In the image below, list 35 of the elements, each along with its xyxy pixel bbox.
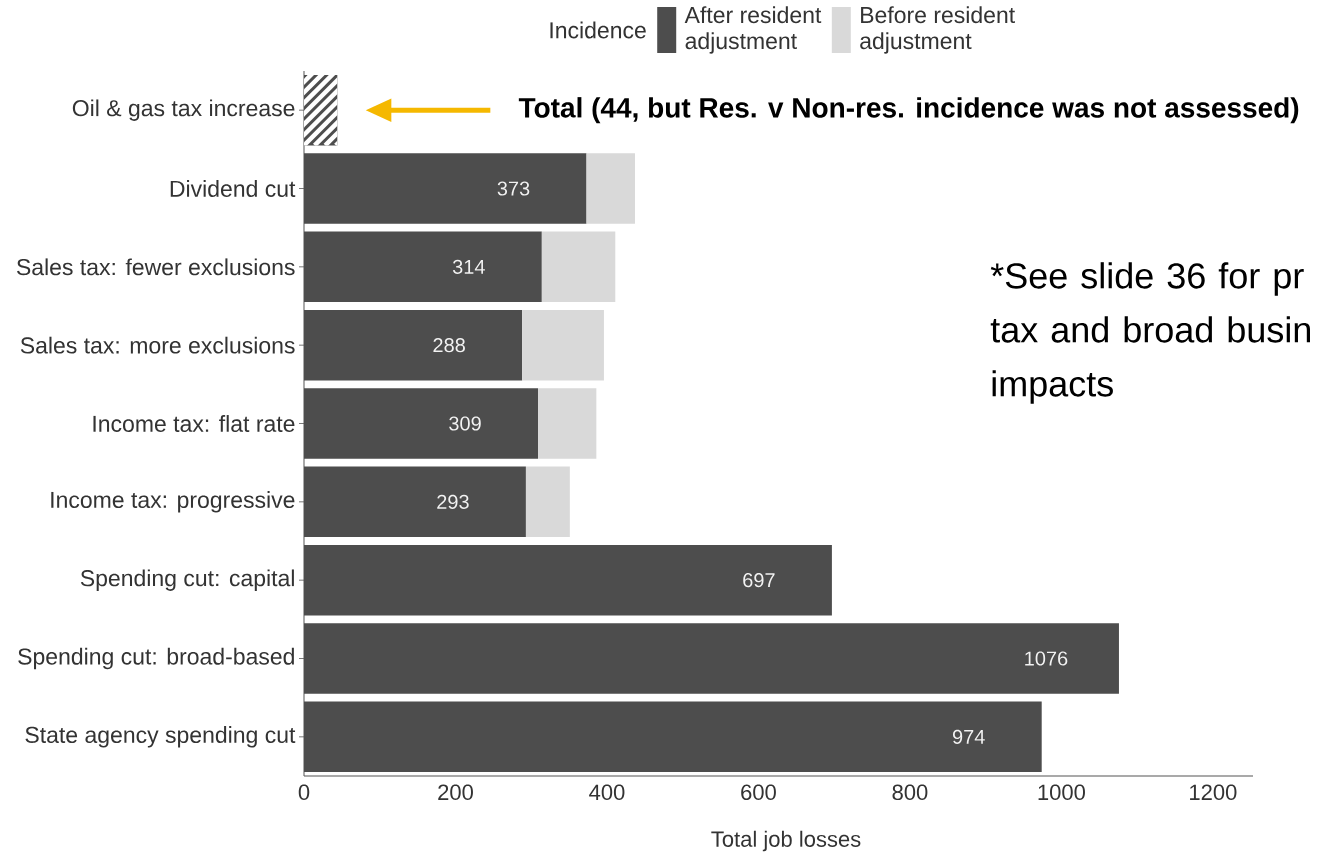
data-label: 373 xyxy=(497,181,530,196)
y-tick-label: Income tax: flat rate xyxy=(93,415,295,432)
data-label: 1076 xyxy=(1025,651,1068,666)
x-tick-label: 0 xyxy=(298,784,310,801)
x-tick-label: 200 xyxy=(438,784,473,801)
data-label: 309 xyxy=(449,416,481,431)
bar xyxy=(522,309,604,381)
x-tick-label: 400 xyxy=(589,784,625,801)
data-label: 288 xyxy=(433,338,465,353)
y-tick-label: Spending cut: capital xyxy=(80,569,294,591)
data-label: 697 xyxy=(743,573,775,588)
legend-label: After resident adjustment xyxy=(684,6,822,54)
y-tick-label: Sales tax: more exclusions xyxy=(20,336,295,354)
bar xyxy=(538,388,597,459)
y-tick-label: Dividend cut xyxy=(170,180,296,197)
y-tick-label: State agency spending cut xyxy=(25,726,296,748)
x-tick-label: 1000 xyxy=(1038,784,1085,801)
legend-title: Incidence xyxy=(550,21,646,39)
x-axis-title: Total job losses xyxy=(711,830,861,852)
legend-label: Before resident adjustment xyxy=(860,6,1015,54)
x-tick-label: 1200 xyxy=(1190,784,1237,801)
data-label: 293 xyxy=(437,494,469,509)
annotation: *See slide 36 for pr tax and broad busin impacts xyxy=(990,262,1310,404)
y-tick-label: Oil & gas tax increase xyxy=(72,99,295,121)
annotation: Total (44, but Res. v Non-res. incidence was not assessed) xyxy=(518,97,1299,124)
data-label: 974 xyxy=(952,729,985,744)
y-tick-label: Income tax: progressive xyxy=(51,491,295,513)
y-tick-label: Sales tax: fewer exclusions xyxy=(16,258,295,276)
data-label: 314 xyxy=(452,259,485,274)
y-tick-label: Spending cut: broad-based xyxy=(18,647,294,670)
bar xyxy=(541,231,616,303)
bar xyxy=(525,466,570,538)
x-tick-label: 600 xyxy=(741,784,776,801)
bar xyxy=(586,153,635,224)
x-tick-label: 800 xyxy=(892,784,928,801)
